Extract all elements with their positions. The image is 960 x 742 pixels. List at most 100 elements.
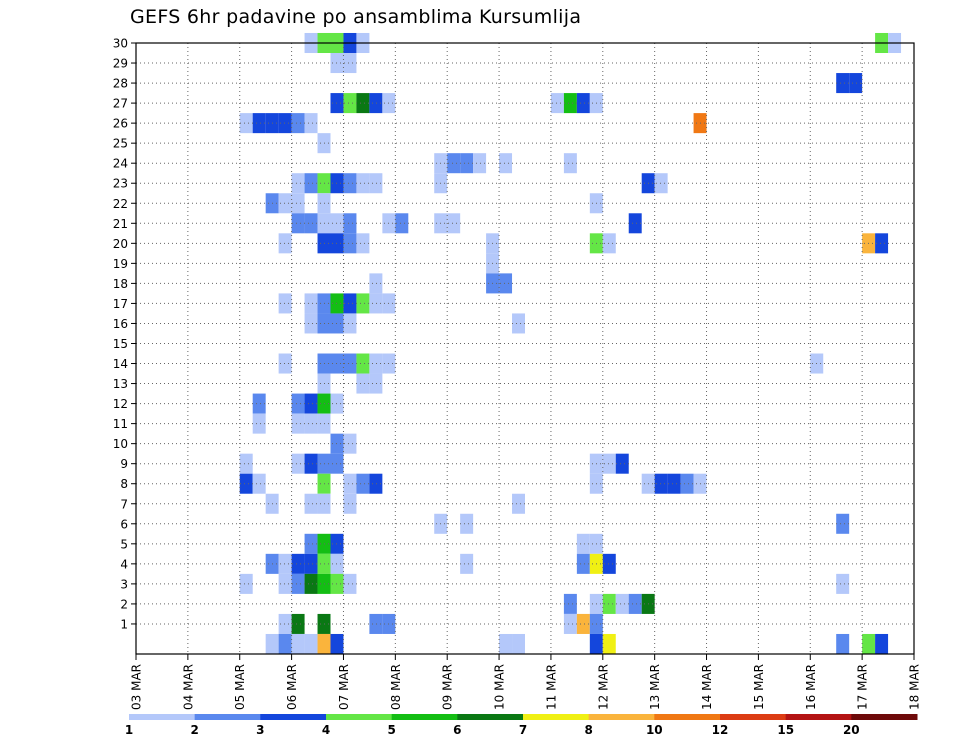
y-tick-label: 8 bbox=[120, 477, 128, 491]
y-tick-label: 27 bbox=[113, 97, 128, 111]
heatmap-cell bbox=[291, 113, 305, 134]
heatmap-cell bbox=[291, 413, 305, 434]
heatmap-cell bbox=[615, 453, 629, 474]
heatmap-cell bbox=[356, 473, 370, 494]
heatmap-cell bbox=[343, 353, 357, 374]
colorbar-label: 20 bbox=[843, 723, 860, 737]
y-axis: 1234567891011121314151617181920212223242… bbox=[113, 37, 136, 631]
y-tick-label: 5 bbox=[120, 537, 128, 551]
heatmap-cell bbox=[395, 213, 409, 234]
colorbar-label: 2 bbox=[191, 723, 199, 737]
heatmap-cell bbox=[278, 633, 292, 654]
heatmap-cell bbox=[304, 393, 318, 414]
heatmap-cell bbox=[602, 453, 616, 474]
x-tick-label: 15 MAR bbox=[752, 664, 766, 710]
colorbar-swatch bbox=[457, 714, 524, 720]
heatmap-cell bbox=[252, 393, 266, 414]
colorbar-swatch bbox=[326, 714, 393, 720]
heatmap-cell bbox=[239, 453, 253, 474]
y-tick-label: 6 bbox=[120, 517, 128, 531]
heatmap-cell bbox=[875, 633, 889, 654]
y-tick-label: 30 bbox=[113, 37, 128, 51]
heatmap-cell bbox=[252, 113, 266, 134]
y-tick-label: 13 bbox=[113, 377, 128, 391]
colorbar-swatch bbox=[194, 714, 261, 720]
heatmap-cell bbox=[628, 593, 642, 614]
colorbar-label: 12 bbox=[712, 723, 729, 737]
y-tick-label: 18 bbox=[113, 277, 128, 291]
y-tick-label: 22 bbox=[113, 197, 128, 211]
heatmap-cell bbox=[667, 473, 681, 494]
heatmap-cell bbox=[343, 433, 357, 454]
heatmap-cell bbox=[499, 153, 513, 174]
heatmap-cell bbox=[836, 73, 850, 94]
heatmap-cell bbox=[304, 453, 318, 474]
heatmap-cell bbox=[252, 473, 266, 494]
heatmap-cell bbox=[356, 233, 370, 254]
heatmap-cell bbox=[343, 473, 357, 494]
heatmap-cell bbox=[447, 213, 461, 234]
colorbar-swatch bbox=[785, 714, 852, 720]
heatmap-cell bbox=[473, 153, 487, 174]
y-tick-label: 1 bbox=[120, 617, 128, 631]
heatmap-cell bbox=[576, 613, 590, 634]
heatmap-cell bbox=[680, 473, 694, 494]
heatmap-cell bbox=[628, 213, 642, 234]
colorbar-swatch bbox=[654, 714, 721, 720]
heatmap-cell bbox=[278, 573, 292, 594]
heatmap-cells bbox=[239, 32, 902, 654]
heatmap-cell bbox=[836, 573, 850, 594]
heatmap-cell bbox=[369, 473, 383, 494]
plot-frame bbox=[135, 42, 915, 655]
y-tick-label: 15 bbox=[113, 337, 128, 351]
heatmap-cell bbox=[343, 53, 357, 74]
heatmap-cell bbox=[499, 273, 513, 294]
heatmap-cell bbox=[563, 593, 577, 614]
colorbar-label: 8 bbox=[585, 723, 593, 737]
heatmap-cell bbox=[460, 153, 474, 174]
colorbar-label: 4 bbox=[322, 723, 330, 737]
x-tick-label: 16 MAR bbox=[804, 664, 818, 710]
heatmap-cell bbox=[304, 313, 318, 334]
heatmap-cell bbox=[291, 553, 305, 574]
heatmap-cell bbox=[265, 633, 279, 654]
y-tick-label: 26 bbox=[113, 117, 128, 131]
plot-frame-rect bbox=[135, 42, 915, 655]
y-tick-label: 17 bbox=[113, 297, 128, 311]
heatmap-cell bbox=[291, 573, 305, 594]
y-tick-label: 21 bbox=[113, 217, 128, 231]
heatmap-cell bbox=[576, 93, 590, 114]
heatmap-cell bbox=[343, 293, 357, 314]
colorbar-swatch bbox=[720, 714, 787, 720]
heatmap-cell bbox=[343, 233, 357, 254]
heatmap-cell bbox=[356, 293, 370, 314]
heatmap-cell bbox=[278, 233, 292, 254]
colorbar-swatch bbox=[523, 714, 590, 720]
heatmap-cell bbox=[369, 173, 383, 194]
x-tick-label: 11 MAR bbox=[544, 664, 558, 710]
y-tick-label: 11 bbox=[113, 417, 128, 431]
heatmap-cell bbox=[239, 573, 253, 594]
y-tick-label: 9 bbox=[120, 457, 128, 471]
colorbar-swatch bbox=[129, 714, 196, 720]
heatmap-cell bbox=[615, 593, 629, 614]
colorbar-label: 10 bbox=[646, 723, 663, 737]
y-tick-label: 20 bbox=[113, 237, 128, 251]
heatmap-cell bbox=[330, 633, 344, 654]
x-tick-label: 03 MAR bbox=[130, 664, 144, 710]
heatmap-cell bbox=[239, 473, 253, 494]
heatmap-cell bbox=[356, 353, 370, 374]
x-tick-label: 06 MAR bbox=[285, 664, 299, 710]
y-tick-label: 2 bbox=[120, 597, 128, 611]
heatmap-cell bbox=[304, 573, 318, 594]
x-tick-label: 13 MAR bbox=[648, 664, 662, 710]
heatmap-cell bbox=[563, 153, 577, 174]
heatmap-cell bbox=[291, 633, 305, 654]
heatmap-cell bbox=[291, 173, 305, 194]
y-tick-label: 3 bbox=[120, 577, 128, 591]
x-tick-label: 08 MAR bbox=[389, 664, 403, 710]
heatmap-cell bbox=[862, 633, 876, 654]
heatmap-cell bbox=[460, 513, 474, 534]
heatmap-cell bbox=[369, 353, 383, 374]
y-tick-label: 29 bbox=[113, 57, 128, 71]
